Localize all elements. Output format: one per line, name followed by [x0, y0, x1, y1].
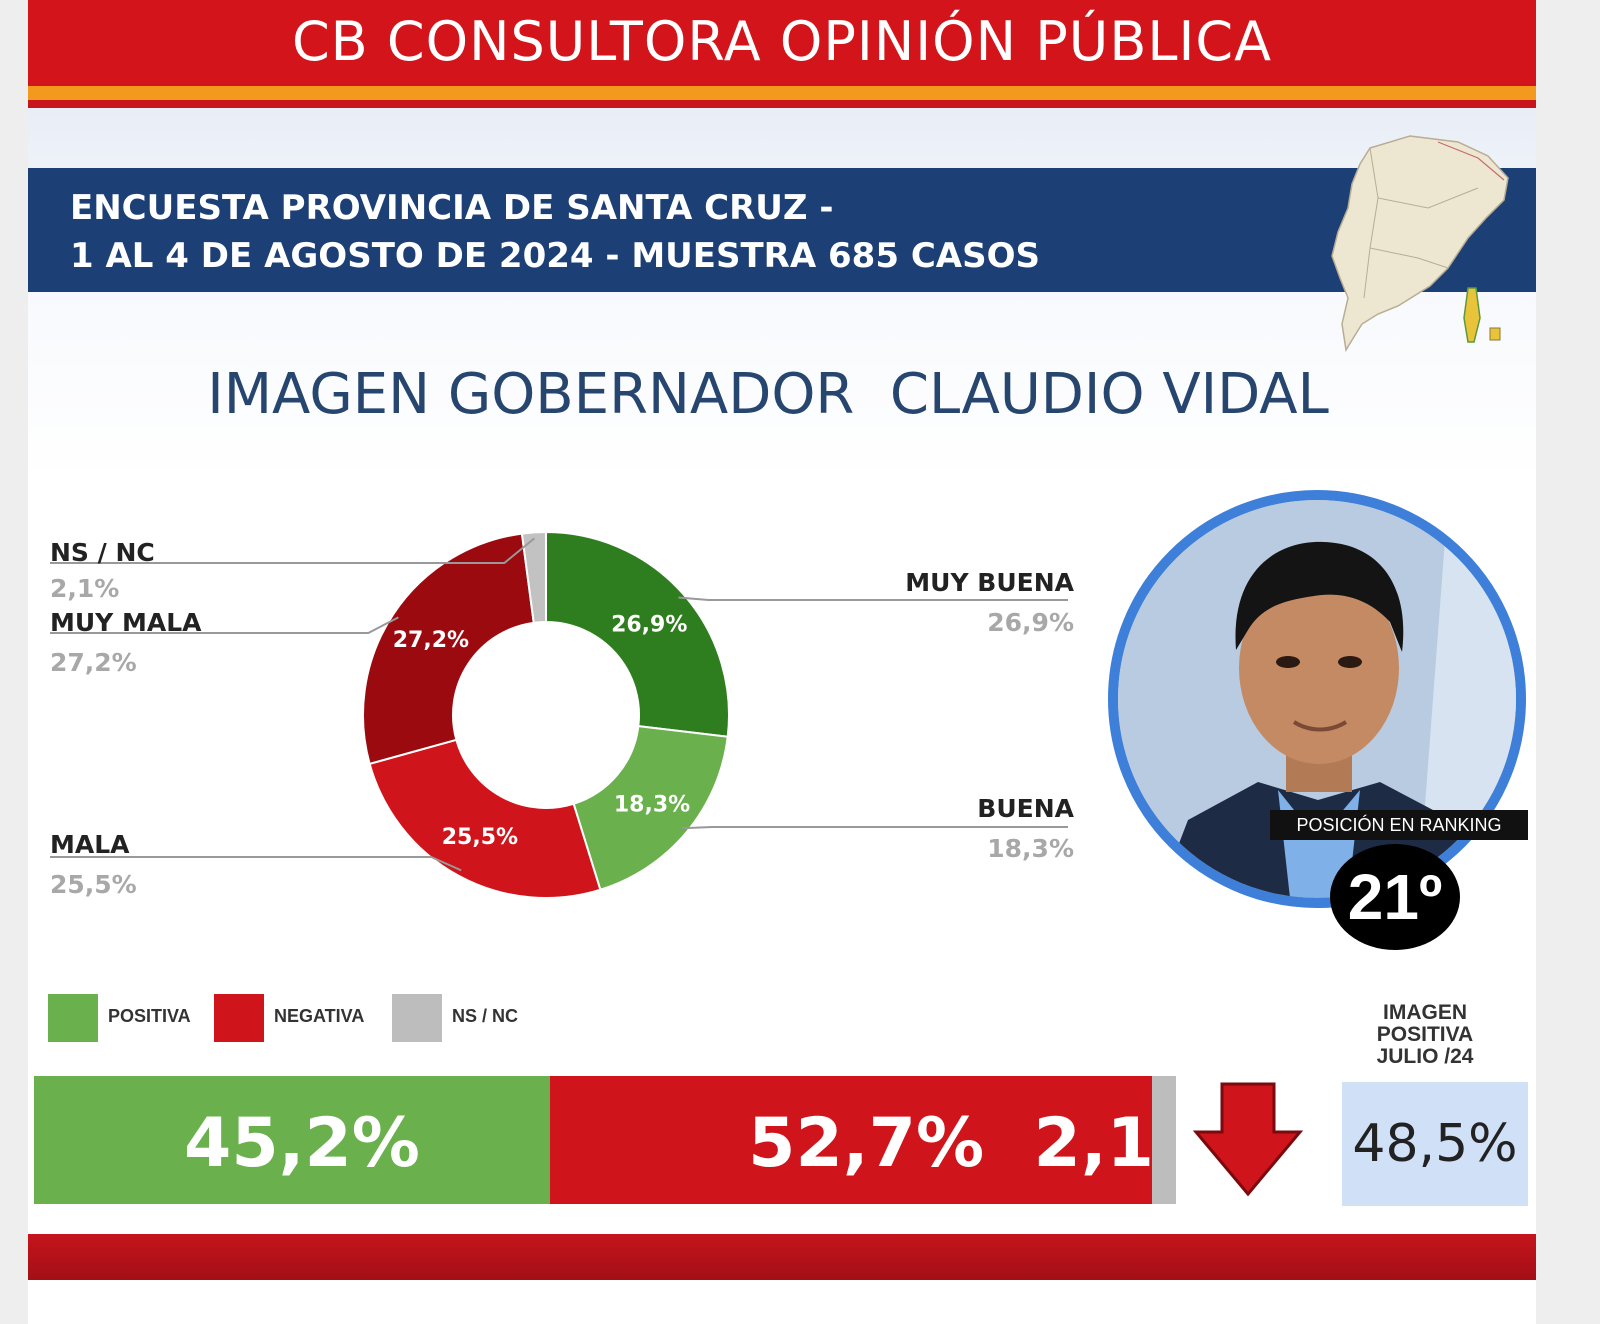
legend-swatch-negativa [214, 994, 264, 1042]
callout-muybuena-value: 26,9% [987, 608, 1074, 637]
callout-line [681, 826, 1068, 830]
governor-photo [1108, 490, 1526, 908]
donut-slice-ns-nc [520, 530, 547, 624]
donut-chart: 26,9% 18,3% 25,5% 27,2% [50, 530, 1068, 899]
header-stripe [28, 86, 1536, 100]
donut-slice-buena [572, 724, 729, 891]
donut-data-label: 25,5% [442, 825, 518, 850]
bar-nsnc [1152, 1076, 1176, 1204]
callout-muybuena-label: MUY BUENA [905, 568, 1074, 597]
footer-bar [28, 1234, 1536, 1280]
donut-slice-muy-mala [362, 532, 535, 766]
header-stripe-red [28, 100, 1536, 108]
poll-card: CB CONSULTORA OPINIÓN PÚBLICA ENCUESTA P… [28, 0, 1536, 1324]
arrow-down-icon [1192, 1082, 1304, 1197]
bar-negativa: 52,7% 2,1 [550, 1076, 1154, 1204]
callout-buena-value: 18,3% [987, 834, 1074, 863]
legend-swatch-positiva [48, 994, 98, 1042]
callout-line [50, 856, 462, 872]
callout-muymala-value: 27,2% [50, 648, 137, 677]
survey-band: ENCUESTA PROVINCIA DE SANTA CRUZ - 1 AL … [28, 168, 1536, 292]
donut-data-label: 27,2% [393, 628, 469, 653]
callout-nsnc-label: NS / NC [50, 538, 155, 567]
bar-nsnc-value: 2,1 [1033, 1104, 1154, 1183]
legend-swatch-nsnc [392, 994, 442, 1042]
legend-label-nsnc: NS / NC [452, 1006, 519, 1026]
previous-title: IMAGEN POSITIVA JULIO /24 [1376, 1001, 1474, 1068]
callout-line [50, 616, 399, 634]
donut-data-label: 18,3% [614, 792, 690, 817]
callout-buena-label: BUENA [977, 794, 1074, 823]
header-bar: CB CONSULTORA OPINIÓN PÚBLICA [28, 0, 1536, 86]
callout-line [50, 537, 535, 564]
ranking-label: POSICIÓN EN RANKING [1270, 810, 1528, 840]
survey-line-2: 1 AL 4 DE AGOSTO DE 2024 - MUESTRA 685 C… [70, 236, 1040, 276]
callout-mala-value: 25,5% [50, 870, 137, 899]
bar-negativa-value: 52,7% [748, 1104, 985, 1183]
callout-mala-label: MALA [50, 830, 130, 859]
legend-label-positiva: POSITIVA [108, 1006, 191, 1026]
map-graphic [1331, 135, 1509, 353]
donut-data-label: 26,9% [611, 612, 687, 637]
callout-nsnc-value: 2,1% [50, 574, 120, 603]
donut-slice-mala [368, 738, 602, 899]
donut-slice-muy-buena [545, 530, 730, 738]
legend-label-negativa: NEGATIVA [274, 1006, 365, 1026]
brand-title: CB CONSULTORA OPINIÓN PÚBLICA [291, 10, 1273, 73]
callout-muymala-label: MUY MALA [50, 608, 202, 637]
survey-line-1: ENCUESTA PROVINCIA DE SANTA CRUZ - [70, 188, 834, 228]
main-title: IMAGEN GOBERNADOR CLAUDIO VIDAL [207, 362, 1329, 427]
bar-positiva: 45,2% [34, 1076, 551, 1204]
bar-positiva-value: 45,2% [184, 1104, 420, 1183]
callout-line [678, 596, 1068, 601]
previous-value: 48,5% [1342, 1082, 1528, 1206]
ranking-badge: 21º [1330, 844, 1460, 950]
